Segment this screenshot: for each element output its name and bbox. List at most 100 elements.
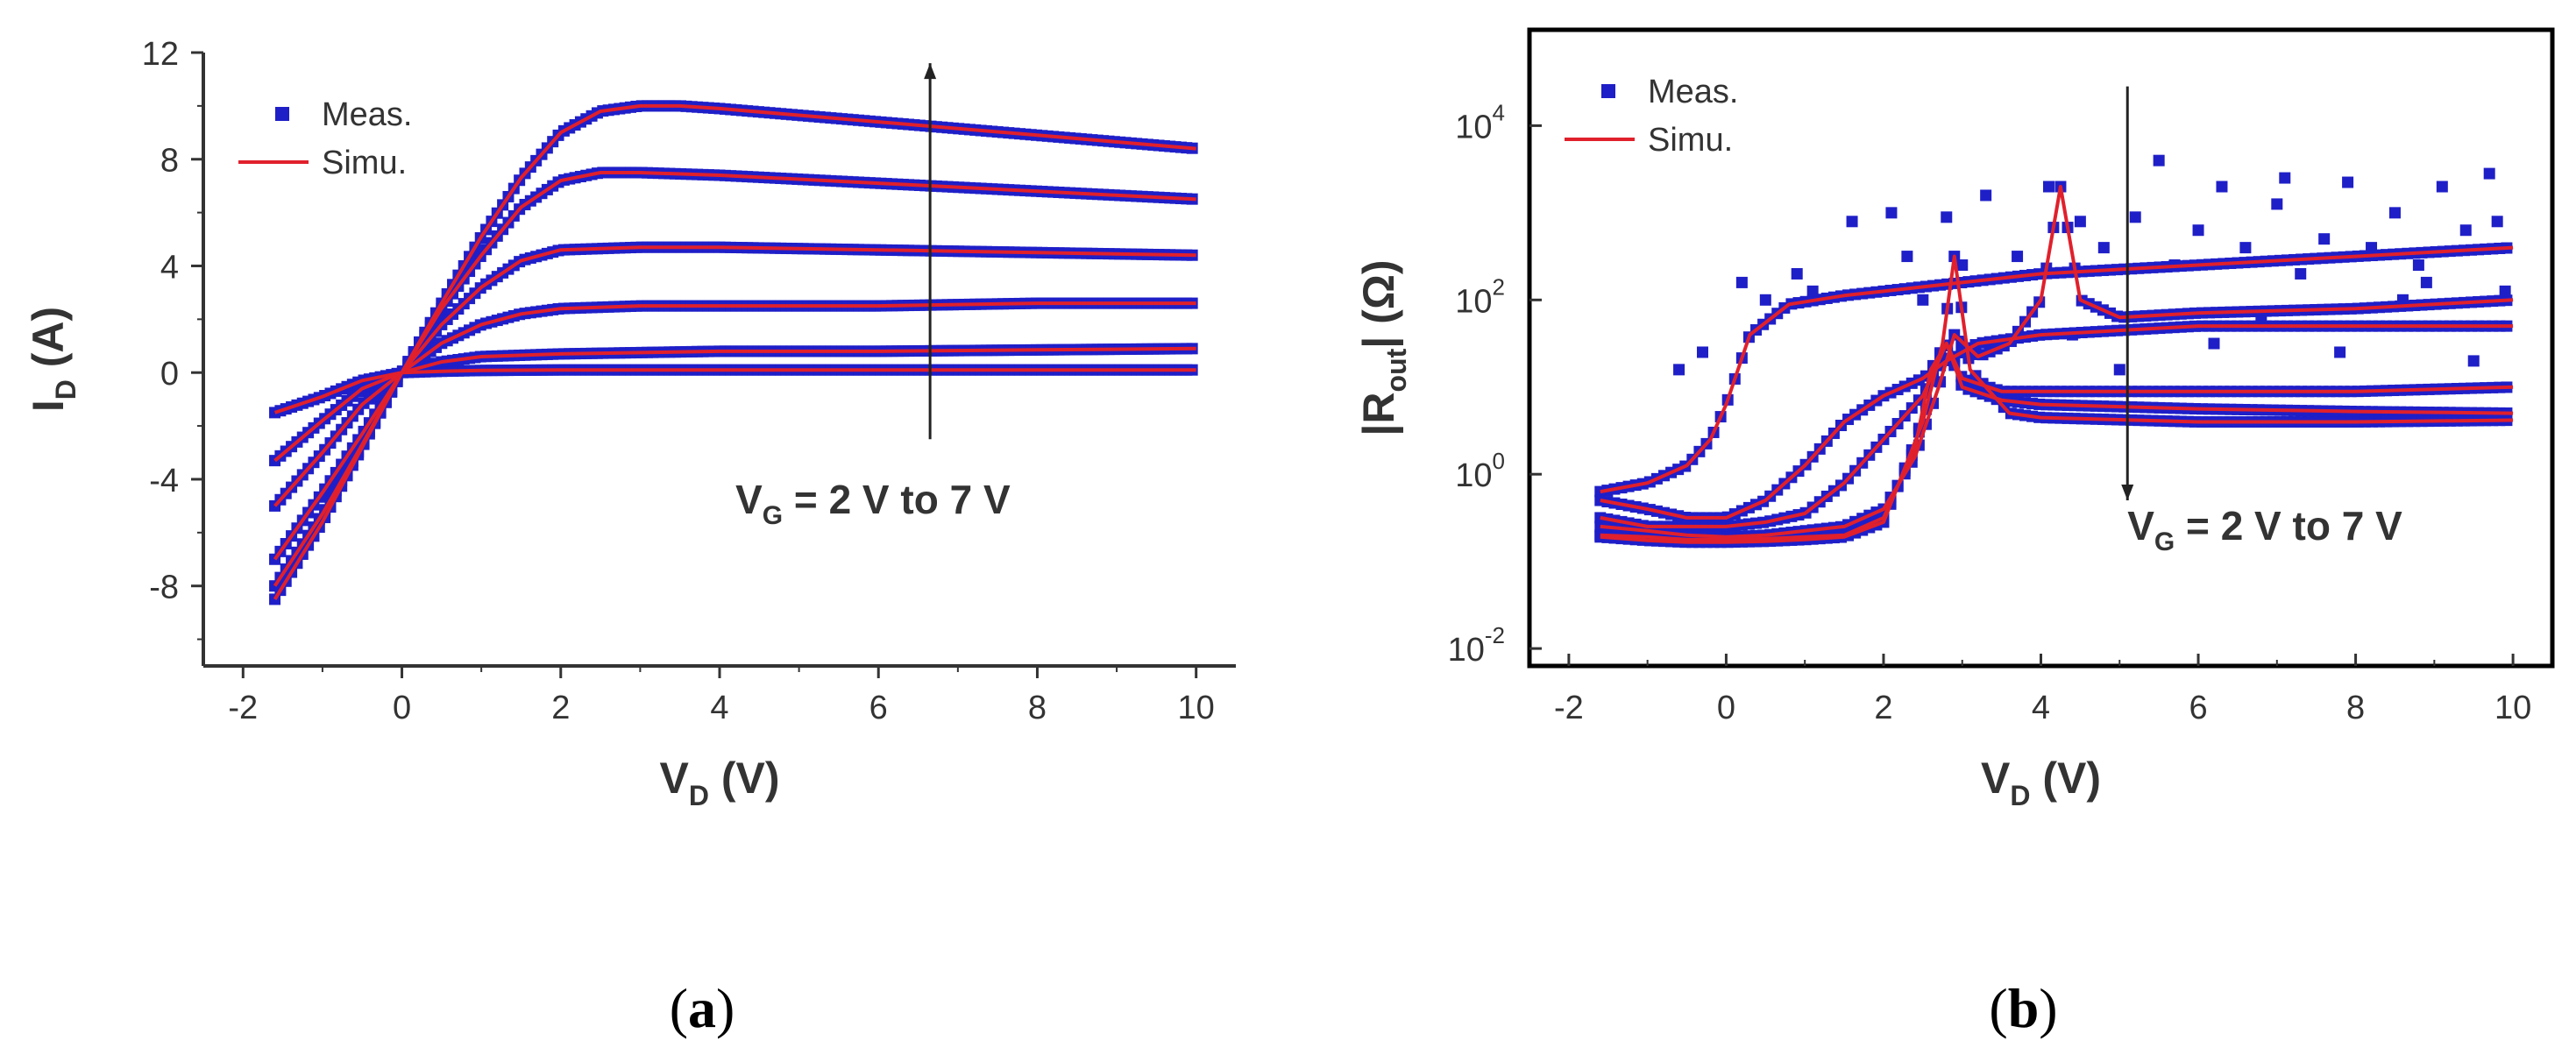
- meas-point: [2467, 355, 2480, 367]
- text-span: a: [688, 977, 716, 1039]
- meas-point: [1735, 276, 1748, 288]
- meas-point: [2396, 294, 2409, 306]
- meas-point: [2412, 259, 2424, 272]
- meas-point: [1759, 294, 1771, 306]
- text-span: (V): [2030, 754, 2101, 803]
- plot-area: [269, 100, 1198, 605]
- x-tick-label: -2: [228, 690, 258, 726]
- simu-line: [1600, 342, 2514, 528]
- plot-area: [1594, 154, 2514, 549]
- text-span: out: [1380, 348, 1412, 392]
- text-span: b: [2008, 977, 2040, 1039]
- text-span: D: [50, 379, 82, 400]
- text-span: | (Ω): [1354, 259, 1404, 348]
- meas-point: [1941, 211, 1953, 223]
- x-tick-label: 2: [1874, 690, 1892, 726]
- simu-line: [1600, 324, 2514, 520]
- text-span: 10: [1455, 457, 1492, 494]
- legend-meas-label: Meas.: [322, 96, 412, 133]
- text-span: D: [689, 780, 709, 811]
- y-tick-label: 0: [160, 356, 179, 393]
- text-span: 0: [1493, 448, 1505, 474]
- meas-point: [2491, 216, 2503, 228]
- simu-line: [273, 301, 1196, 507]
- text-span: |R: [1354, 392, 1404, 435]
- simu-line: [273, 103, 1196, 600]
- meas-point: [2420, 276, 2432, 288]
- simu-line: [273, 346, 1196, 463]
- legend-meas-marker: [1601, 84, 1615, 98]
- text-span: ): [2039, 977, 2057, 1039]
- meas-point: [1806, 285, 1819, 297]
- meas-point: [1901, 251, 1913, 263]
- text-span: ): [716, 977, 734, 1039]
- x-tick-label: 6: [869, 690, 888, 726]
- text-span: G: [763, 501, 783, 530]
- meas-point: [2483, 167, 2495, 180]
- meas-point: [2255, 311, 2267, 323]
- meas-point: [2318, 233, 2331, 245]
- y-tick-label: 104: [1455, 99, 1505, 145]
- meas-point: [2042, 181, 2054, 193]
- legend-simu-label: Simu.: [322, 145, 407, 181]
- text-span: V: [659, 754, 689, 803]
- meas-point: [2459, 224, 2472, 237]
- x-tick-label: 0: [1717, 690, 1735, 726]
- simu-line: [273, 245, 1196, 561]
- legend-meas-marker: [275, 107, 289, 121]
- text-span: G: [2154, 527, 2175, 556]
- x-tick-label: 2: [551, 690, 570, 726]
- y-axis-label: |Rout| (Ω): [1354, 259, 1412, 435]
- simu-line: [1600, 342, 2514, 542]
- x-tick-label: 6: [2189, 690, 2207, 726]
- meas-point: [1917, 294, 1929, 306]
- meas-point: [2192, 224, 2204, 237]
- vg-annotation: VG = 2 V to 7 V: [735, 477, 1011, 530]
- panel-label: (b): [1989, 977, 2057, 1039]
- meas-point: [2279, 172, 2291, 184]
- meas-point: [2334, 346, 2346, 358]
- meas-point: [1673, 364, 1685, 376]
- meas-point: [2074, 216, 2086, 228]
- text-span: (: [1989, 977, 2007, 1039]
- meas-point: [2216, 181, 2228, 193]
- vg-arrowhead: [2121, 485, 2134, 501]
- text-span: (A): [24, 307, 73, 379]
- meas-point: [1956, 259, 1969, 272]
- text-span: D: [2010, 780, 2030, 811]
- legend-meas-label: Meas.: [1648, 74, 1738, 110]
- meas-point: [2012, 251, 2024, 263]
- meas-point: [2295, 267, 2307, 280]
- y-tick-label: 12: [142, 36, 179, 73]
- text-span: V: [1981, 754, 2011, 803]
- y-tick-label: 10-2: [1448, 622, 1505, 669]
- legend-simu-label: Simu.: [1648, 122, 1733, 159]
- text-span: V: [735, 477, 763, 522]
- y-tick-label: 102: [1455, 273, 1505, 320]
- x-axis-label: VD (V): [659, 754, 779, 811]
- meas-point: [2436, 181, 2448, 193]
- meas-point: [1980, 189, 1992, 202]
- y-tick-label: 100: [1455, 448, 1505, 494]
- meas-point: [2097, 242, 2110, 254]
- text-span: V: [2127, 503, 2154, 549]
- text-span: 10: [1448, 632, 1485, 669]
- x-tick-label: 10: [2494, 690, 2531, 726]
- x-tick-label: -2: [1554, 690, 1584, 726]
- x-tick-label: 4: [2032, 690, 2050, 726]
- meas-point: [2239, 242, 2252, 254]
- meas-point: [1791, 267, 1803, 280]
- vg-annotation: VG = 2 V to 7 V: [2127, 503, 2402, 556]
- text-span: = 2 V to 7 V: [783, 477, 1011, 522]
- y-tick-label: 4: [160, 249, 179, 286]
- text-span: -2: [1485, 622, 1505, 648]
- text-span: 10: [1455, 283, 1492, 320]
- y-tick-label: -4: [149, 463, 179, 499]
- x-axis-label: VD (V): [1981, 754, 2101, 811]
- panel-label: (a): [670, 977, 735, 1039]
- meas-point: [2499, 285, 2511, 297]
- text-span: (: [670, 977, 688, 1039]
- meas-point: [2113, 364, 2125, 376]
- text-span: = 2 V to 7 V: [2175, 503, 2402, 549]
